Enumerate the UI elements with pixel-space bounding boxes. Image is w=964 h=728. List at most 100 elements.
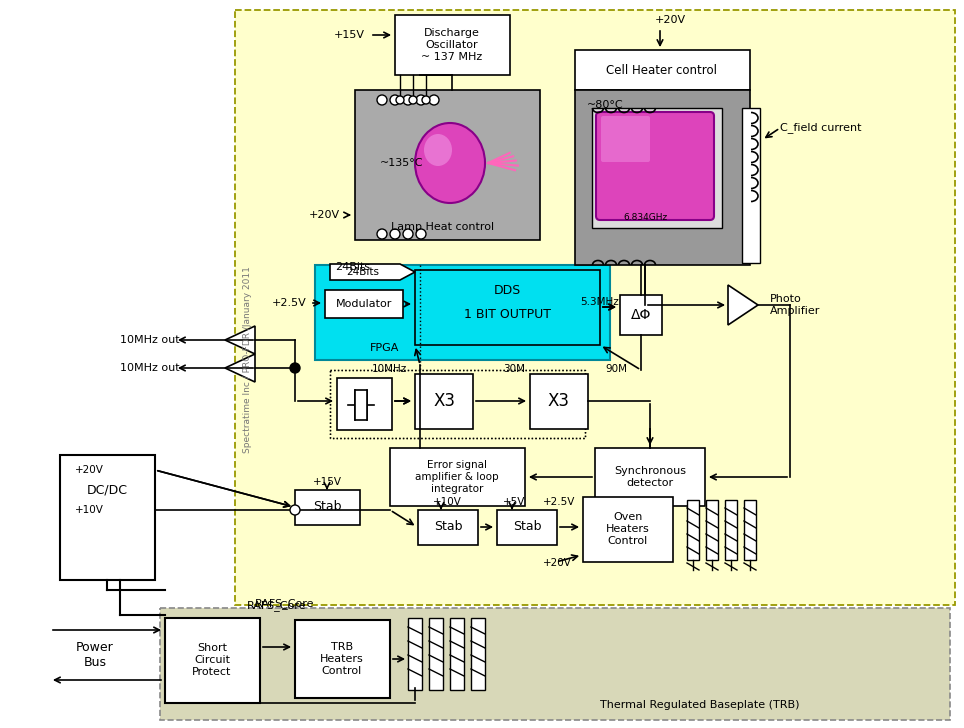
Bar bbox=[295, 490, 360, 525]
Circle shape bbox=[396, 96, 404, 104]
Bar bbox=[706, 500, 718, 560]
Text: Oven
Heaters
Control: Oven Heaters Control bbox=[606, 513, 650, 545]
Text: 6.834GHz: 6.834GHz bbox=[623, 213, 667, 222]
Text: +10V: +10V bbox=[75, 505, 104, 515]
Text: Thermal Regulated Baseplate (TRB): Thermal Regulated Baseplate (TRB) bbox=[601, 700, 800, 710]
Bar bbox=[575, 90, 750, 265]
Text: Cell Heater control: Cell Heater control bbox=[606, 63, 717, 76]
Text: FPGA: FPGA bbox=[370, 343, 399, 353]
Bar bbox=[418, 510, 478, 545]
Circle shape bbox=[416, 95, 426, 105]
Bar bbox=[60, 455, 155, 580]
Text: X3: X3 bbox=[548, 392, 570, 410]
Text: 10MHz out: 10MHz out bbox=[120, 335, 180, 345]
Polygon shape bbox=[225, 326, 255, 354]
Text: 90M: 90M bbox=[605, 364, 627, 374]
Text: X3: X3 bbox=[433, 392, 455, 410]
Text: Stab: Stab bbox=[312, 501, 341, 513]
Text: Spectratime Inc / PRO-FDR /January 2011: Spectratime Inc / PRO-FDR /January 2011 bbox=[244, 266, 253, 454]
Bar bbox=[583, 497, 673, 562]
Text: +20V: +20V bbox=[75, 465, 104, 475]
Text: 10MHz: 10MHz bbox=[372, 364, 407, 374]
Text: +20V: +20V bbox=[308, 210, 340, 220]
Bar bbox=[408, 618, 422, 690]
Text: Lamp Heat control: Lamp Heat control bbox=[391, 222, 495, 232]
Bar bbox=[315, 265, 610, 360]
Text: +2.5V: +2.5V bbox=[543, 497, 576, 507]
Text: Power
Bus: Power Bus bbox=[76, 641, 114, 669]
Text: Modulator: Modulator bbox=[335, 299, 392, 309]
Text: 5.3MHz: 5.3MHz bbox=[580, 297, 619, 307]
Bar bbox=[355, 90, 540, 240]
Text: Error signal
amplifier & loop
integrator: Error signal amplifier & loop integrator bbox=[415, 460, 498, 494]
Text: RAFS_Core: RAFS_Core bbox=[255, 598, 314, 609]
Circle shape bbox=[416, 229, 426, 239]
Text: 30M: 30M bbox=[503, 364, 525, 374]
Text: 24Bits: 24Bits bbox=[335, 262, 370, 272]
Text: Short
Circuit
Protect: Short Circuit Protect bbox=[192, 644, 231, 676]
Text: Discharge
Oscillator
~ 137 MHz: Discharge Oscillator ~ 137 MHz bbox=[421, 28, 483, 62]
Text: +20V: +20V bbox=[543, 558, 572, 568]
Text: 1 BIT OUTPUT: 1 BIT OUTPUT bbox=[464, 309, 550, 322]
Bar bbox=[725, 500, 737, 560]
Bar bbox=[415, 374, 473, 429]
Text: ~80°C: ~80°C bbox=[587, 100, 624, 110]
Bar bbox=[429, 618, 443, 690]
Text: +2.5V: +2.5V bbox=[272, 298, 307, 308]
Circle shape bbox=[290, 363, 300, 373]
Circle shape bbox=[429, 95, 439, 105]
FancyBboxPatch shape bbox=[601, 116, 650, 162]
Text: TRB
Heaters
Control: TRB Heaters Control bbox=[320, 642, 363, 676]
Bar bbox=[687, 500, 699, 560]
Text: 10MHz out: 10MHz out bbox=[120, 363, 180, 373]
Bar bbox=[325, 290, 403, 318]
Circle shape bbox=[290, 505, 300, 515]
Bar bbox=[330, 370, 585, 438]
Text: Stab: Stab bbox=[513, 521, 541, 534]
Circle shape bbox=[403, 95, 413, 105]
Polygon shape bbox=[225, 354, 255, 382]
Text: Photo
Amplifier: Photo Amplifier bbox=[770, 294, 820, 316]
Circle shape bbox=[377, 229, 387, 239]
Bar bbox=[744, 500, 756, 560]
Ellipse shape bbox=[415, 123, 485, 203]
Bar bbox=[390, 448, 525, 506]
Bar bbox=[742, 108, 760, 263]
Bar bbox=[575, 50, 750, 90]
Bar bbox=[620, 295, 662, 335]
Bar bbox=[592, 108, 722, 228]
Text: +5V: +5V bbox=[503, 497, 525, 507]
Text: +15V: +15V bbox=[334, 30, 365, 40]
Text: ΔΦ: ΔΦ bbox=[630, 308, 652, 322]
Text: +10V: +10V bbox=[433, 497, 462, 507]
Bar bbox=[450, 618, 464, 690]
Text: Synchronous
detector: Synchronous detector bbox=[614, 466, 686, 488]
Text: RAFS_Core: RAFS_Core bbox=[247, 600, 307, 611]
Text: +15V: +15V bbox=[312, 477, 341, 487]
Bar bbox=[595, 448, 705, 506]
Text: DDS: DDS bbox=[494, 285, 521, 298]
Circle shape bbox=[409, 96, 417, 104]
Circle shape bbox=[377, 95, 387, 105]
Bar bbox=[160, 608, 950, 720]
Circle shape bbox=[403, 229, 413, 239]
Circle shape bbox=[390, 95, 400, 105]
Bar bbox=[337, 378, 392, 430]
Bar bbox=[471, 618, 485, 690]
Ellipse shape bbox=[424, 134, 452, 166]
Bar bbox=[497, 510, 557, 545]
Bar bbox=[165, 618, 260, 703]
Text: Stab: Stab bbox=[434, 521, 463, 534]
Bar bbox=[395, 15, 510, 75]
Bar bbox=[530, 374, 588, 429]
Text: DC/DC: DC/DC bbox=[87, 483, 127, 496]
Bar bbox=[355, 390, 367, 420]
Text: C_field current: C_field current bbox=[780, 122, 862, 133]
Bar bbox=[235, 10, 955, 605]
FancyBboxPatch shape bbox=[596, 112, 714, 220]
Circle shape bbox=[390, 229, 400, 239]
Circle shape bbox=[422, 96, 430, 104]
Bar bbox=[415, 270, 600, 345]
Polygon shape bbox=[728, 285, 758, 325]
Text: 24Bits: 24Bits bbox=[346, 267, 380, 277]
